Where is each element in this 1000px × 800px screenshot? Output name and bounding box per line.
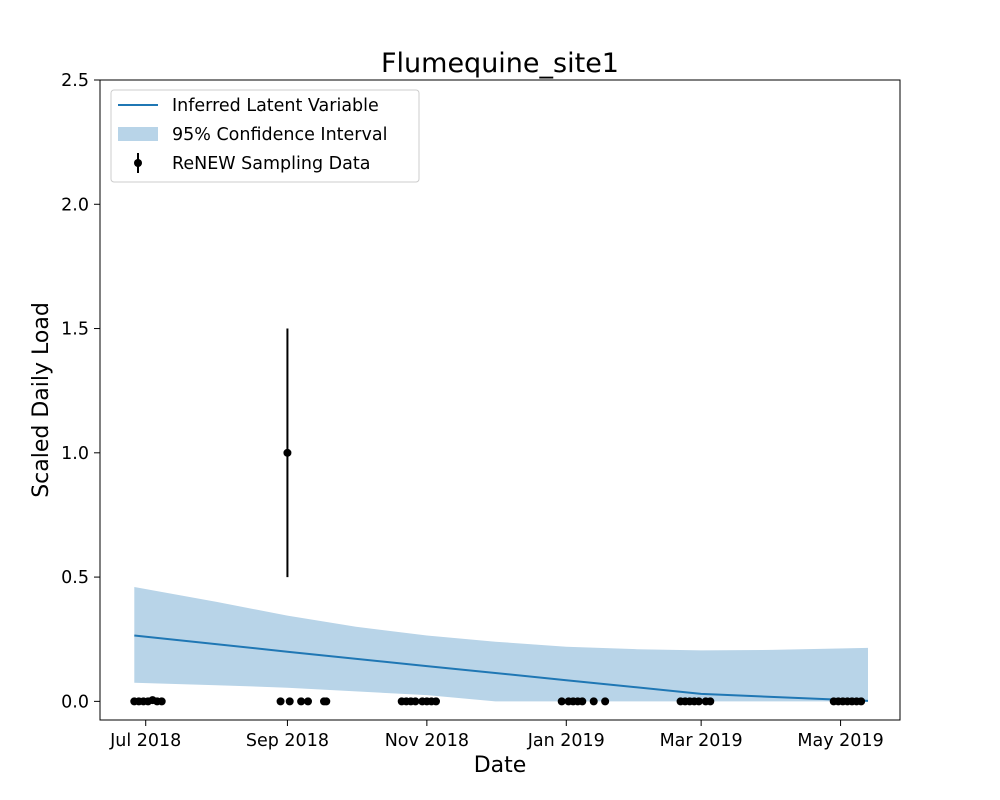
x-tick-label: Jan 2019 [527,731,605,751]
y-axis-label: Scaled Daily Load [29,302,54,498]
legend-band-swatch [118,127,158,141]
sample-point [411,697,420,706]
sample-point [283,448,292,457]
y-tick-label: 0.0 [61,692,89,712]
y-tick-label: 0.5 [61,568,89,588]
sample-point [601,697,610,706]
x-axis-label: Date [474,753,527,778]
plot-area [99,79,901,721]
legend: Inferred Latent Variable 95% Confidence I… [110,89,420,183]
x-tick-label: Mar 2019 [660,731,743,751]
x-tick-label: Jul 2018 [109,731,181,751]
y-tick-label: 1.5 [61,320,89,340]
y-tick-label: 1.0 [61,444,89,464]
legend-label: 95% Confidence Interval [172,125,387,145]
sample-point [557,697,566,706]
legend-label: Inferred Latent Variable [172,96,379,116]
x-axis: Jul 2018 Sep 2018 Nov 2018 Jan 2019 Mar 2019… [109,720,884,751]
y-tick-label: 2.0 [61,195,89,215]
x-tick-label: May 2019 [797,731,883,751]
sample-point [304,697,312,706]
sample-point [432,697,440,706]
plot-frame [99,79,901,721]
chart-title: Flumequine_site1 [381,48,619,79]
sample-point [285,697,294,706]
latent-variable-line [134,634,869,702]
sample-point [157,697,166,706]
x-tick-label: Nov 2018 [385,731,469,751]
confidence-interval-band [134,587,869,702]
sample-point [706,697,715,706]
sample-point [276,697,285,706]
sample-point [857,697,866,706]
sample-point [578,697,587,706]
legend-label: ReNEW Sampling Data [172,154,370,174]
sample-point [297,697,306,706]
legend-box [110,89,420,183]
sample-point [589,697,598,706]
sample-point [322,697,331,706]
y-axis: 0.0 0.5 1.0 1.5 2.0 2.5 [61,71,100,712]
legend-point-swatch [134,159,142,167]
x-tick-label: Sep 2018 [246,731,329,751]
y-tick-label: 2.5 [61,71,89,91]
sample-point [694,697,703,706]
